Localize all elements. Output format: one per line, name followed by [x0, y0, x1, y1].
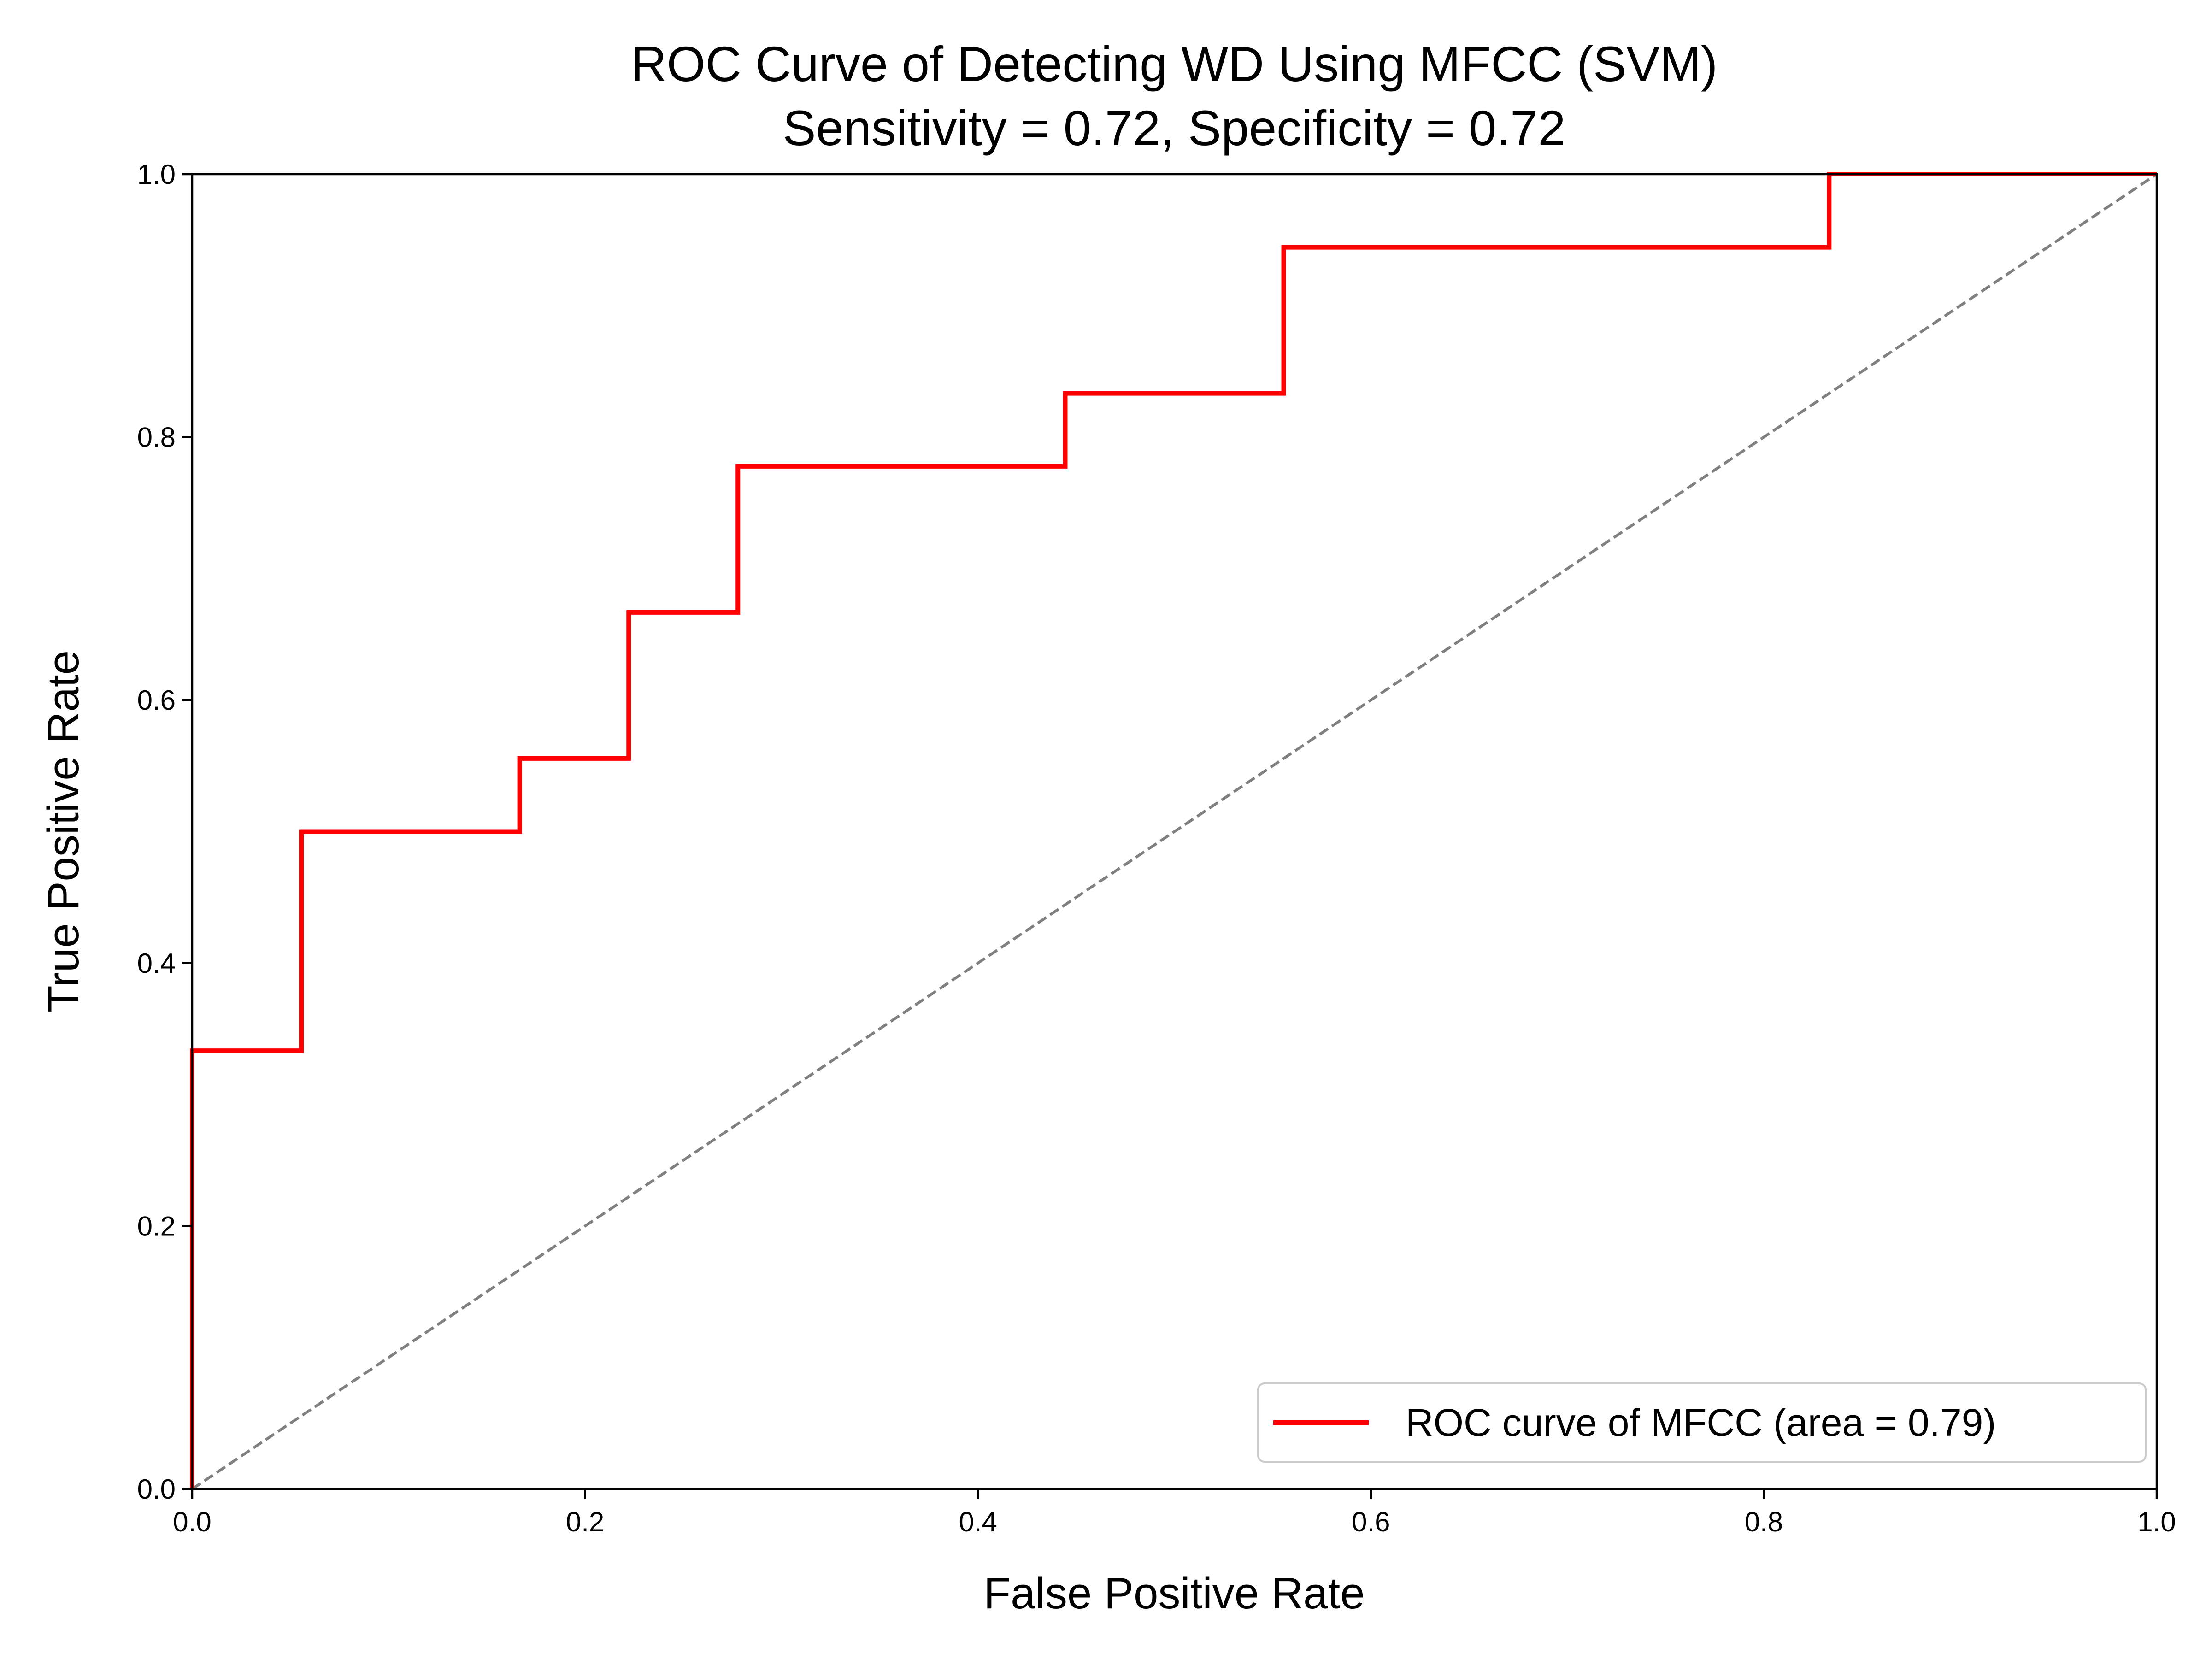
x-tick-label: 0.4 [959, 1506, 997, 1537]
y-tick-label: 1.0 [137, 159, 176, 190]
chart-title: ROC Curve of Detecting WD Using MFCC (SV… [631, 36, 1718, 92]
chart-subtitle: Sensitivity = 0.72, Specificity = 0.72 [783, 100, 1566, 156]
x-tick-label: 0.0 [173, 1506, 211, 1537]
axis-ticks: 0.0 0.2 0.4 0.6 0.8 1.0 0.0 0.2 0.4 0.6 0.8 1.0 [137, 159, 2176, 1537]
y-tick-label: 0.2 [137, 1211, 176, 1241]
x-axis-label: False Positive Rate [983, 1569, 1365, 1618]
x-tick-label: 0.8 [1745, 1506, 1783, 1537]
legend-box [1257, 1382, 2147, 1463]
reference-diagonal-line [191, 173, 2158, 1490]
x-tick-label: 1.0 [2137, 1506, 2176, 1537]
legend-label-roc: ROC curve of MFCC (area = 0.79) [1406, 1401, 1996, 1444]
roc-series-line [190, 172, 2157, 1489]
legend: ROC curve of MFCC (area = 0.79) [1257, 1382, 2147, 1463]
x-tick-label: 0.6 [1352, 1506, 1390, 1537]
y-axis-label: True Positive Rate [39, 650, 88, 1012]
plot-area [190, 172, 2158, 1490]
y-tick-label: 0.4 [137, 948, 176, 979]
y-tick-label: 0.8 [137, 422, 176, 453]
y-tick-label: 0.6 [137, 685, 176, 716]
y-tick-label: 0.0 [137, 1474, 176, 1505]
plot-frame [191, 173, 2158, 1490]
x-tick-label: 0.2 [566, 1506, 604, 1537]
